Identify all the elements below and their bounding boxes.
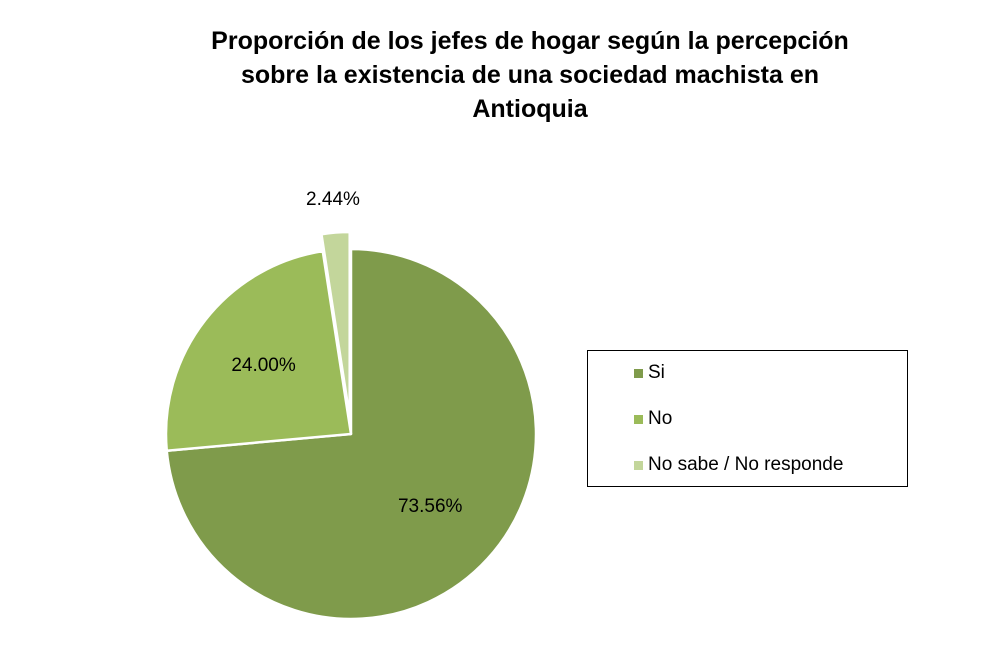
legend-label-no-sabe: No sabe / No responde xyxy=(648,454,844,475)
legend-swatch-no-sabe xyxy=(634,460,643,470)
legend-item-no-sabe: No sabe / No responde xyxy=(634,453,843,477)
legend-item-si: Si xyxy=(634,361,665,385)
data-label-si: 73.56% xyxy=(398,496,463,517)
data-label-no: 24.00% xyxy=(231,355,296,376)
legend-label-no: No xyxy=(648,408,673,429)
data-label-no-sabe: 2.44% xyxy=(306,189,360,210)
pie-slice-no xyxy=(164,249,353,452)
legend-swatch-si xyxy=(634,368,643,378)
legend-item-no: No xyxy=(634,407,672,431)
legend: Si No No sabe / No responde xyxy=(587,350,908,487)
chart-title-line-2: sobre la existencia de una sociedad mach… xyxy=(240,61,819,89)
chart-title-line-3: Antioquia xyxy=(472,95,588,123)
chart-title: Proporción de los jefes de hogar según l… xyxy=(150,24,910,126)
pie-slice-no-sabe xyxy=(320,230,351,419)
legend-label-si: Si xyxy=(648,362,665,383)
legend-swatch-no xyxy=(634,414,643,424)
chart-title-line-1: Proporción de los jefes de hogar según l… xyxy=(211,27,849,55)
